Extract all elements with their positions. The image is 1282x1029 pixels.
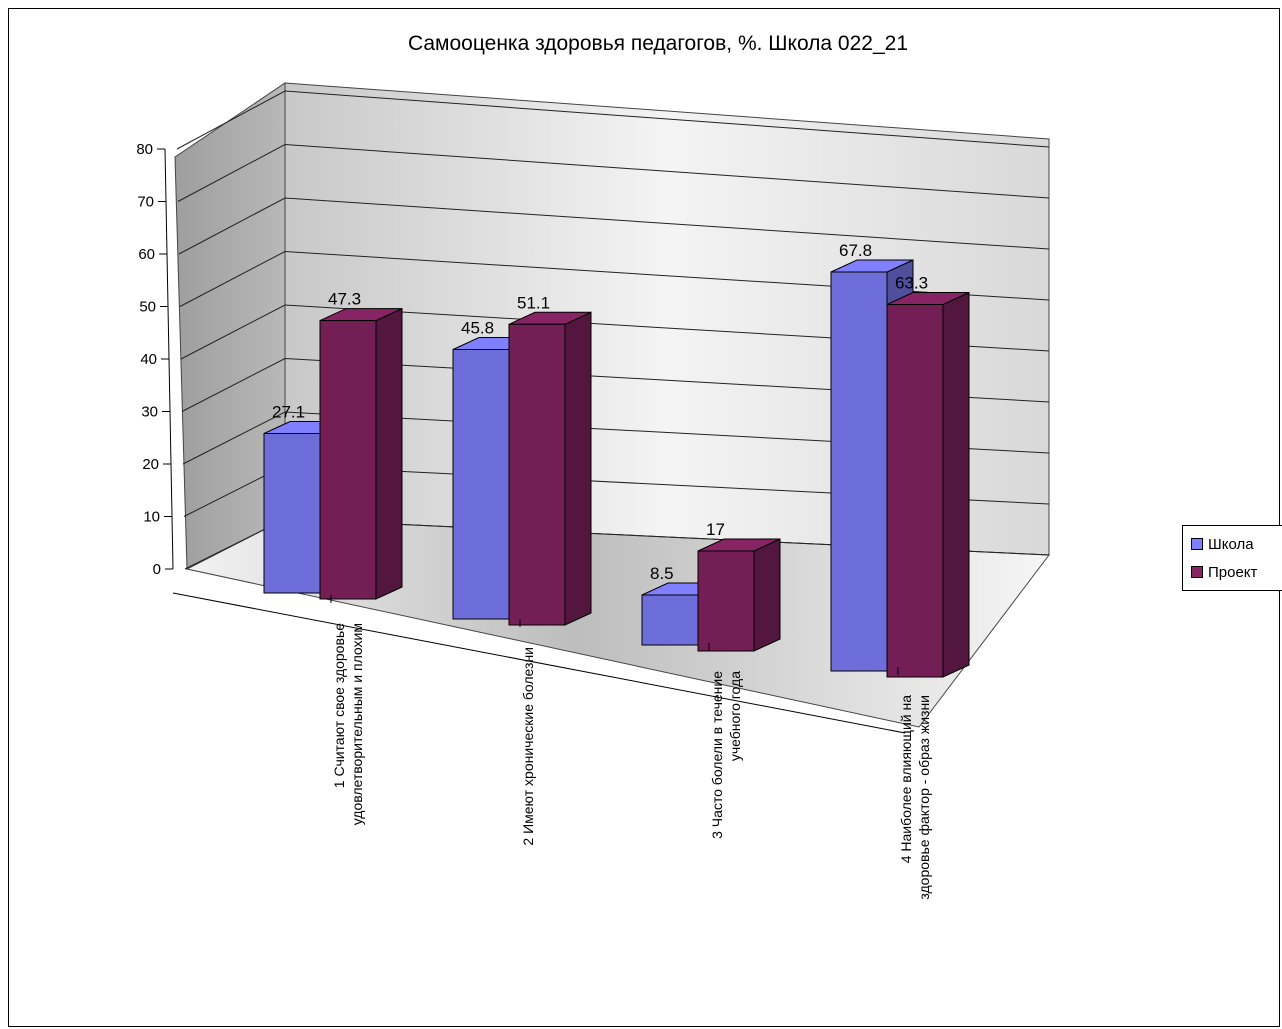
x-tick-label: 4 Наиболее влияющий на здоровье фактор - …: [898, 695, 932, 900]
data-label: 63.3: [895, 273, 928, 292]
x-tick-label-line: 1 Считают свое здоровье: [331, 623, 347, 788]
gridline: [176, 90, 1050, 150]
gridline: [180, 304, 1050, 360]
y-tick-label: 30: [141, 404, 158, 421]
x-tick-label-line: 4 Наиболее влияющий на: [898, 695, 914, 863]
bar-side: [942, 291, 970, 678]
y-tick-label: 40: [140, 351, 157, 368]
data-label: 67.8: [839, 241, 872, 260]
bar-side: [375, 307, 403, 600]
bar-side: [564, 311, 592, 626]
data-label: 17: [706, 520, 725, 539]
y-tick-label: 50: [139, 299, 156, 316]
data-label: 51.1: [517, 293, 550, 312]
x-tick-label-line: здоровье фактор - образ жизни: [916, 695, 932, 900]
data-label: 8.5: [650, 564, 674, 583]
x-tick-label-line: 2 Имеют хронические болезни: [520, 647, 536, 846]
legend-item-shkola: Школа: [1191, 534, 1254, 554]
y-tick-label: 70: [137, 194, 154, 211]
bar: [263, 433, 321, 594]
y-tick-label: 20: [142, 456, 159, 473]
x-tick-label-line: 3 Часто болели в течение: [709, 671, 725, 839]
legend-item-proekt: Проект: [1191, 562, 1257, 582]
y-tick-label: 80: [136, 141, 153, 158]
bar-side: [753, 538, 781, 652]
x-tick-label-line: учебного года: [727, 671, 743, 761]
legend-swatch-proekt: [1191, 566, 1203, 578]
data-label: 47.3: [328, 290, 361, 309]
bar: [508, 323, 566, 626]
y-tick-label: 10: [143, 509, 160, 526]
y-axis-line: [164, 148, 174, 570]
y-tick-label: 0: [153, 561, 161, 578]
bar: [830, 271, 888, 672]
x-axis-line: [172, 592, 906, 734]
bar: [641, 594, 699, 646]
x-tick-label-line: удовлетворительным и плохим: [349, 623, 365, 825]
bar: [886, 304, 944, 678]
chart-title: Самооценка здоровья педагогов, %. Школа …: [408, 32, 908, 55]
legend-label-proekt: Проект: [1208, 563, 1258, 581]
x-tick-label: 3 Часто болели в течение учебного года: [709, 671, 743, 839]
chart-area: 27.1 47.3 45.8 51.1 8.5 17 67.8 63.3 0 10 20 30 40 5…: [8, 8, 1282, 1027]
x-tick-label: 1 Считают свое здоровье удовлетворительны…: [331, 623, 365, 825]
gridline: [182, 411, 1050, 465]
chart-plot: 27.1 47.3 45.8 51.1 8.5 17 67.8 63.3 0 10 20 30 40 5…: [136, 32, 1050, 900]
x-tick-label: 2 Имеют хронические болезни: [520, 647, 536, 846]
data-label: 45.8: [461, 318, 494, 337]
y-tick-label: 60: [138, 246, 155, 263]
gridline: [181, 357, 1050, 412]
gridline: [179, 250, 1050, 307]
legend-swatch-shkola: [1191, 538, 1203, 550]
gridline: [178, 197, 1050, 255]
legend-label-shkola: Школа: [1208, 535, 1254, 553]
bar: [697, 550, 755, 652]
legend: Школа Проект: [1182, 525, 1282, 591]
bar: [319, 320, 377, 600]
bar: [452, 349, 510, 620]
data-label: 27.1: [272, 403, 305, 422]
gridline: [177, 143, 1050, 202]
